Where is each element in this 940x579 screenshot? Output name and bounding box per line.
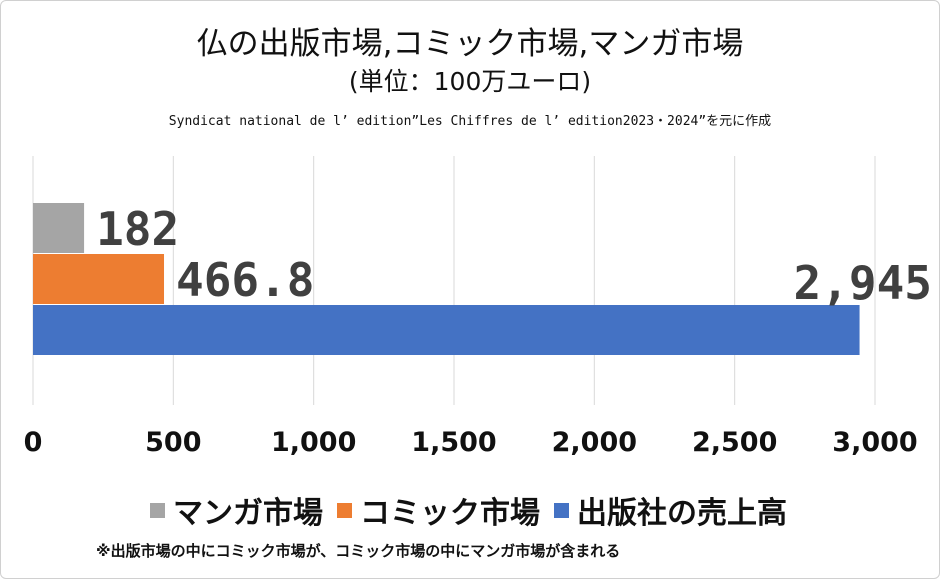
x-tick-label: 500 [145, 427, 201, 458]
bar-1 [33, 254, 165, 304]
legend-label-publisher: 出版社の売上高 [577, 496, 787, 531]
legend-swatch-comic [337, 502, 352, 518]
footnote: ※出版市場の中にコミック市場が、コミック市場の中にマンガ市場が含まれる [96, 542, 621, 560]
x-tick-label: 3,000 [832, 427, 917, 458]
legend-item-comic: コミック市場 [337, 488, 540, 532]
chart-subtitle: (単位：100万ユーロ) [348, 67, 592, 96]
legend-swatch-publisher [554, 502, 569, 518]
legend-item-publisher: 出版社の売上高 [554, 488, 787, 532]
bar-0 [33, 203, 85, 253]
legend-label-manga: マンガ市場 [173, 496, 323, 531]
legend-item-manga: マンガ市場 [150, 488, 323, 532]
data-label-0: 182 [96, 202, 179, 256]
x-tick-label: 2,000 [552, 427, 637, 458]
chart-source-note: Syndicat national de l’ edition”Les Chif… [168, 114, 772, 129]
data-label-2: 2,945 [794, 256, 932, 310]
bar-2 [33, 305, 860, 355]
legend-swatch-manga [150, 502, 165, 518]
data-label-1: 466.8 [176, 253, 314, 307]
chart-title: 仏の出版市場,コミック市場,マンガ市場 [196, 26, 744, 62]
chart-legend: マンガ市場 コミック市場 出版社の売上高 [150, 488, 801, 532]
x-tick-label: 1,000 [271, 427, 356, 458]
x-tick-label: 1,500 [411, 427, 496, 458]
legend-label-comic: コミック市場 [360, 496, 540, 531]
x-tick-label: 0 [24, 427, 43, 458]
x-tick-label: 2,500 [692, 427, 777, 458]
